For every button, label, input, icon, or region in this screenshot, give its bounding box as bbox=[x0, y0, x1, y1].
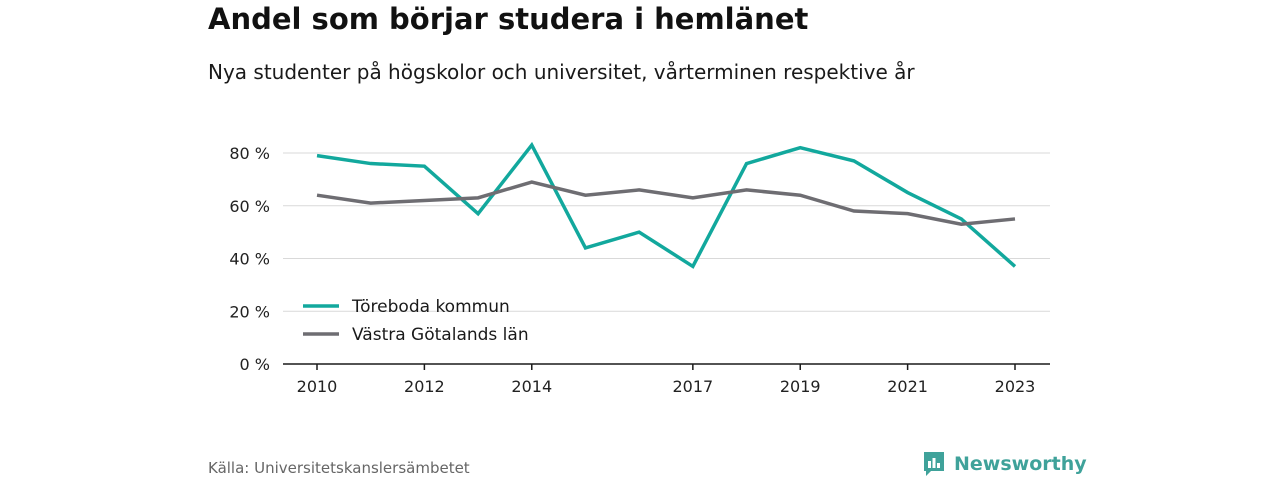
x-tick-label: 2014 bbox=[511, 377, 552, 396]
brand-logo: Newsworthy bbox=[922, 450, 1087, 478]
x-tick-label: 2010 bbox=[297, 377, 338, 396]
series-lines bbox=[316, 141, 1017, 269]
line-chart: 0 % 20 % 40 % 60 % 80 % 2010 2012 2014 2017 2019 2… bbox=[229, 141, 1050, 396]
source-note: Källa: Universitetskanslersämbetet bbox=[208, 459, 470, 477]
chart-subtitle: Nya studenter på högskolor och universit… bbox=[208, 60, 915, 84]
legend-label: Västra Götalands län bbox=[352, 325, 529, 345]
x-tick-label: 2017 bbox=[672, 377, 713, 396]
brand-name: Newsworthy bbox=[954, 453, 1087, 475]
y-tick-label: 80 % bbox=[229, 144, 270, 163]
grid-lines bbox=[283, 152, 1050, 312]
legend: Töreboda kommun Västra Götalands län bbox=[303, 297, 529, 345]
y-tick-label: 20 % bbox=[229, 302, 270, 321]
x-tick-label: 2019 bbox=[780, 377, 821, 396]
legend-label: Töreboda kommun bbox=[351, 297, 510, 317]
axes: 0 % 20 % 40 % 60 % 80 % 2010 2012 2014 2017 2019 2… bbox=[229, 144, 1050, 396]
newsworthy-logo-icon bbox=[924, 452, 944, 476]
x-tick-label: 2023 bbox=[995, 377, 1036, 396]
x-tick-label: 2012 bbox=[404, 377, 445, 396]
y-tick-label: 60 % bbox=[229, 197, 270, 216]
chart-title: Andel som börjar studera i hemlänet bbox=[208, 2, 809, 36]
y-tick-label: 40 % bbox=[229, 250, 270, 269]
y-tick-label: 0 % bbox=[240, 355, 270, 374]
series-line-1 bbox=[316, 180, 1016, 226]
series-line-0 bbox=[316, 141, 1017, 269]
x-tick-label: 2021 bbox=[887, 377, 928, 396]
